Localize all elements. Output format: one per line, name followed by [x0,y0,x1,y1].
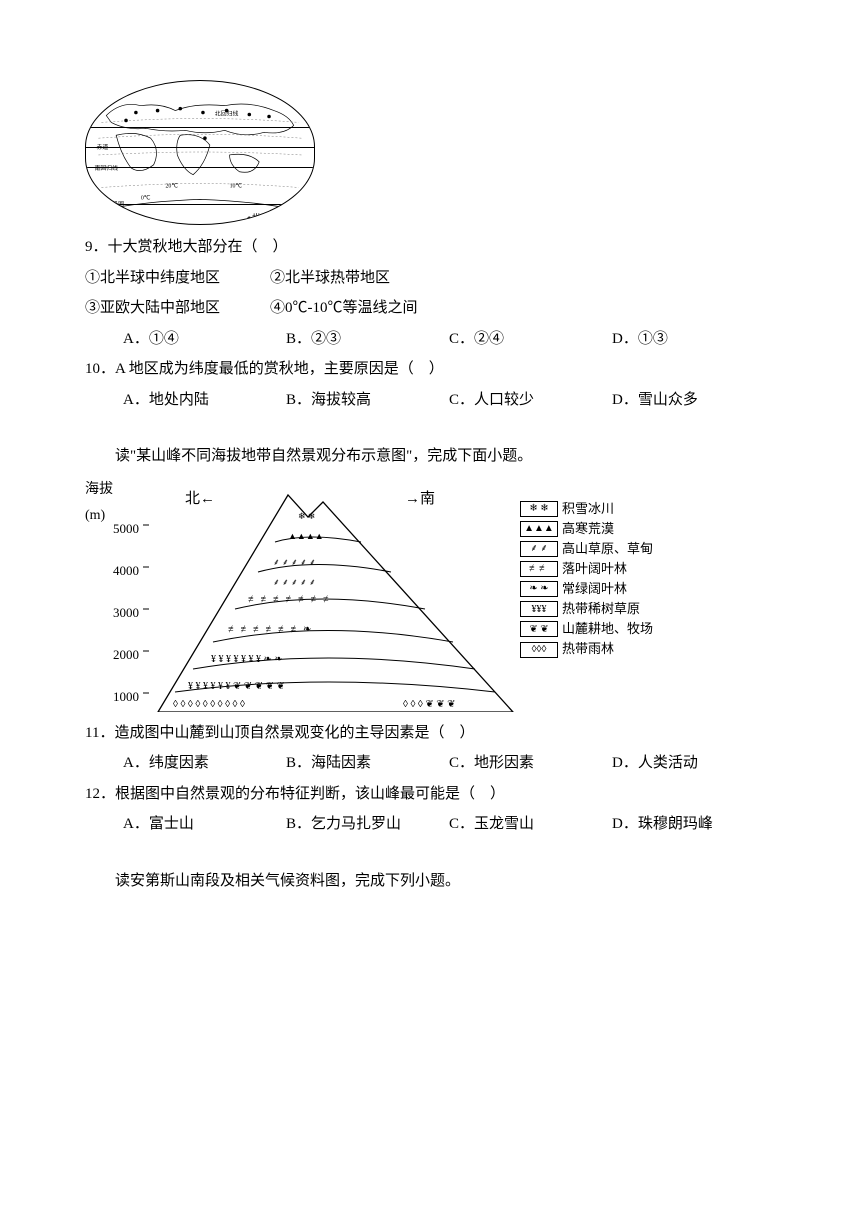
q9-opt-b: B．②③ [286,325,449,354]
intro-andes: 读安第斯山南段及相关气候资料图，完成下列小题。 [85,867,775,896]
q9-opt-a: A．①④ [123,325,286,354]
svg-text:¥ ¥ ¥ ¥ ¥ ¥ ¥ ❧ ❧: ¥ ¥ ¥ ¥ ¥ ¥ ¥ ❧ ❧ [211,654,283,665]
q11-opt-a: A．纬度因素 [123,749,286,778]
q11-options: A．纬度因素 B．海陆因素 C．地形因素 D．人类活动 [85,749,775,778]
q12-opt-c: C．玉龙雪山 [449,810,612,839]
q9-sub2: ③亚欧大陆中部地区④0℃-10℃等温线之间 [85,294,775,323]
q12-opt-d: D．珠穆朗玛峰 [612,810,775,839]
q9-options: A．①④ B．②③ C．②④ D．①③ [85,325,775,354]
q9-opt-c: C．②④ [449,325,612,354]
svg-text:0℃: 0℃ [141,195,151,201]
intro-mountain: 读"某山峰不同海拔地带自然景观分布示意图"，完成下面小题。 [85,442,775,471]
q9-sub1: ①北半球中纬度地区②北半球热带地区 [85,264,775,293]
svg-text:20℃: 20℃ [165,184,178,190]
map-lines: 北回归线 赤道 南回归线 南极圈 20℃ 10℃ 0℃ [86,81,314,224]
q12-opt-b: B．乞力马扎罗山 [286,810,449,839]
q11-opt-b: B．海陆因素 [286,749,449,778]
svg-text:10℃: 10℃ [230,184,243,190]
svg-text:▲▲▲▲: ▲▲▲▲ [288,531,324,541]
map-continents: 北回归线 赤道 南回归线 南极圈 20℃ 10℃ 0℃ [86,81,314,224]
svg-text:≢ ≢ ≢ ≢ ≢ ≢ ≢: ≢ ≢ ≢ ≢ ≢ ≢ ≢ [248,594,333,605]
svg-text:◊ ◊ ◊ ❦ ❦ ❦: ◊ ◊ ◊ ❦ ❦ ❦ [403,699,455,710]
q12-stem: 12．根据图中自然景观的分布特征判断，该山峰最可能是（ ） [85,780,775,809]
q9-stem: 9．十大赏秋地大部分在（ ） [85,233,775,262]
q10-stem: 10．A 地区成为纬度最低的赏秋地，主要原因是（ ） [85,355,775,384]
q12-options: A．富士山 B．乞力马扎罗山 C．玉龙雪山 D．珠穆朗玛峰 [85,810,775,839]
q10-opt-c: C．人口较少 [449,386,612,415]
q10-opt-d: D．雪山众多 [612,386,775,415]
mountain-diagram: 海拔(m) 5000 4000 3000 2000 1000 北← →南 ❄ ❄… [85,477,705,717]
svg-text:赤道: 赤道 [96,143,108,151]
q11-opt-c: C．地形因素 [449,749,612,778]
q9-opt-d: D．①③ [612,325,775,354]
mountain-legend: ❄ ❄积雪冰川 ▲▲▲高寒荒漠 ⸙ ⸙高山草原、草甸 ≢≢落叶阔叶林 ❧ ❧常绿… [520,499,705,660]
svg-text:北回归线: 北回归线 [215,110,239,118]
q11-stem: 11．造成图中山麓到山顶自然景观变化的主导因素是（ ） [85,719,775,748]
q11-opt-d: D．人类活动 [612,749,775,778]
svg-text:≢ ≢ ≢ ≢ ≢ ≢ ❧: ≢ ≢ ≢ ≢ ≢ ≢ ❧ [228,624,311,635]
svg-text:⸙ ⸙ ⸙ ⸙ ⸙: ⸙ ⸙ ⸙ ⸙ ⸙ [273,577,316,587]
svg-text:南回归线: 南回归线 [94,164,118,172]
q10-options: A．地处内陆 B．海拔较高 C．人口较少 D．雪山众多 [85,386,775,415]
svg-text:⸙ ⸙ ⸙ ⸙ ⸙: ⸙ ⸙ ⸙ ⸙ ⸙ [273,557,316,567]
q10-opt-b: B．海拔较高 [286,386,449,415]
svg-text:¥ ¥ ¥ ¥ ¥ ¥ ❦ ❦ ❦ ❦ ❦: ¥ ¥ ¥ ¥ ¥ ¥ ❦ ❦ ❦ ❦ ❦ [188,681,285,692]
svg-text:南极圈: 南极圈 [106,200,124,208]
q10-opt-a: A．地处内陆 [123,386,286,415]
svg-text:◊ ◊ ◊ ◊ ◊ ◊ ◊ ◊ ◊ ◊: ◊ ◊ ◊ ◊ ◊ ◊ ◊ ◊ ◊ ◊ [173,699,245,710]
svg-text:❄ ❄: ❄ ❄ [298,511,315,521]
world-map-figure: 北回归线 赤道 南回归线 南极圈 20℃ 10℃ 0℃ ●世界十大赏秋地 [85,80,315,225]
map-legend: ●世界十大赏秋地 [245,210,315,225]
q12-opt-a: A．富士山 [123,810,286,839]
